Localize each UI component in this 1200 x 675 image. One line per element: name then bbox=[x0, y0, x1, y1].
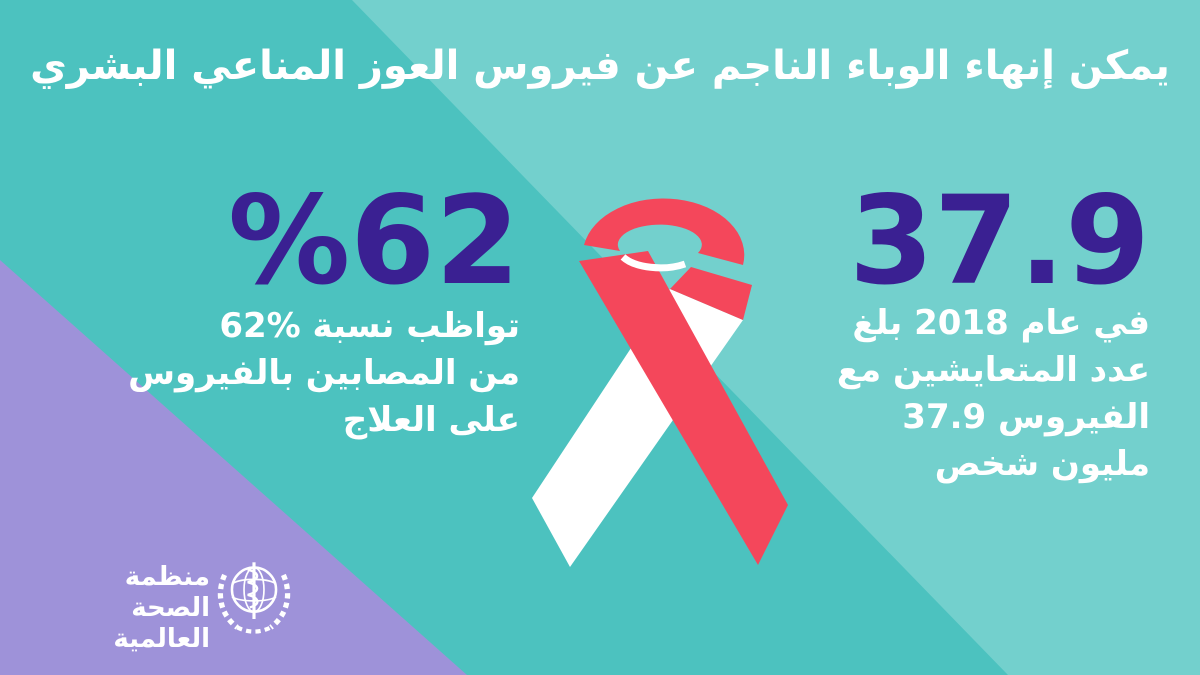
left-stat-caption-line1: تواظب نسبة %62 bbox=[219, 306, 520, 346]
right-stat-caption-line4: مليون شخص bbox=[934, 444, 1150, 484]
left-stat-caption-line2: من المصابين بالفيروس bbox=[128, 353, 520, 393]
laurel-left bbox=[217, 573, 239, 630]
right-stat-caption-line3: الفيروس 37.9 bbox=[902, 397, 1150, 437]
left-stat-caption-line3: على العلاج bbox=[342, 400, 520, 440]
left-stat-value: %62 bbox=[227, 170, 520, 312]
ribbon-red-segment bbox=[670, 267, 752, 320]
right-stat-caption-line2: عدد المتعايشين مع bbox=[836, 350, 1150, 390]
laurel-right bbox=[269, 573, 291, 630]
ribbon-loop-white-sliver bbox=[620, 254, 687, 272]
who-wordmark-line2: الصحة العالمية bbox=[113, 593, 210, 654]
right-stat-value: 37.9 bbox=[848, 170, 1150, 312]
awareness-ribbon-icon bbox=[532, 198, 788, 567]
page-title: يمكن إنهاء الوباء الناجم عن فيروس العوز … bbox=[30, 43, 1170, 89]
right-stat-caption: في عام 2018 بلغ عدد المتعايشين مع الفيرو… bbox=[837, 300, 1150, 488]
who-emblem-icon bbox=[217, 562, 291, 634]
who-wordmark: منظمة الصحة العالمية bbox=[28, 562, 210, 655]
right-stat-caption-line1: في عام 2018 بلغ bbox=[852, 303, 1150, 343]
snake bbox=[247, 568, 259, 609]
ribbon-red-band bbox=[579, 251, 788, 565]
left-stat-caption: تواظب نسبة %62 من المصابين بالفيروس على … bbox=[128, 303, 520, 444]
laurel-base bbox=[236, 625, 272, 634]
ribbon-loop bbox=[584, 198, 745, 265]
who-wordmark-line1: منظمة bbox=[124, 562, 210, 592]
